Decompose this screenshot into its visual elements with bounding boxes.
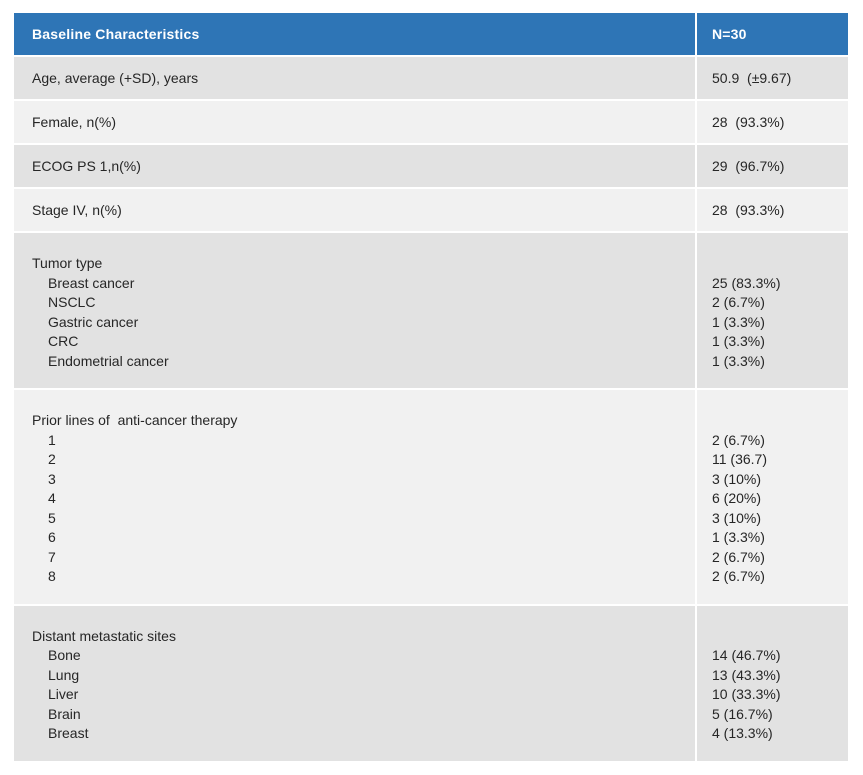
row-value-cell: 28 (93.3%) [697, 101, 848, 143]
group-item-value: 14 (46.7%) [712, 647, 781, 663]
group-item-value: 1 (3.3%) [712, 529, 765, 545]
column-divider [695, 13, 697, 55]
group-value-cell: 2 (6.7%) 11 (36.7) 3 (10%) 6 (20%) 3 (10… [697, 390, 848, 604]
row-label-cell: Age, average (+SD), years [14, 57, 695, 99]
column-divider [695, 233, 697, 388]
group-item-value: 1 (3.3%) [712, 313, 765, 330]
group-value-cell: 14 (46.7%) 13 (43.3%) 10 (33.3%) 5 (16.7… [697, 605, 848, 761]
table-title: Baseline Characteristics [32, 26, 200, 42]
group-item-label: 6 [48, 529, 56, 545]
group-item-label: Gastric cancer [48, 313, 139, 330]
group-item-value: 1 (3.3%) [712, 333, 765, 349]
group-item-label: 7 [48, 548, 56, 565]
column-divider [695, 390, 697, 604]
group-item-label: Liver [48, 686, 79, 702]
group-item-value: 2 (6.7%) [712, 568, 765, 584]
group-item-value: 10 (33.3%) [712, 686, 781, 702]
table-row-age: Age, average (+SD), years 50.9 (±9.67) [14, 57, 848, 99]
table-row-female: Female, n(%) 28 (93.3%) [14, 101, 848, 143]
group-item-label: 5 [48, 509, 56, 526]
group-label-cell: Prior lines of anti-cancer therapy 1 2 3… [14, 390, 695, 604]
group-item-label: 8 [48, 568, 56, 584]
group-item-label: 1 [48, 431, 56, 448]
row-label: Female, n(%) [32, 114, 117, 130]
row-value-cell: 28 (93.3%) [697, 189, 848, 231]
group-value-spacer [712, 254, 848, 274]
group-label: Tumor type [32, 255, 103, 271]
group-item-label: Brain [48, 705, 81, 722]
table-row-ecog: ECOG PS 1,n(%) 29 (96.7%) [14, 145, 848, 187]
group-item-value: 1 (3.3%) [712, 352, 765, 369]
group-item-value: 2 (6.7%) [712, 294, 765, 310]
group-item-label: Endometrial cancer [48, 352, 169, 369]
row-label: Age, average (+SD), years [32, 70, 199, 86]
group-item-label: Breast cancer [48, 274, 135, 291]
row-value: 29 (96.7%) [712, 158, 785, 174]
row-value-cell: 29 (96.7%) [697, 145, 848, 187]
column-divider [695, 605, 697, 761]
group-label: Prior lines of anti-cancer therapy [32, 412, 238, 428]
n-count-label: N=30 [712, 26, 747, 42]
column-divider [695, 101, 697, 143]
row-label-cell: Female, n(%) [14, 101, 695, 143]
group-value-spacer [712, 627, 848, 647]
group-item-value: 3 (10%) [712, 509, 762, 526]
group-item-label: 4 [48, 490, 56, 506]
row-value: 28 (93.3%) [712, 202, 785, 218]
group-label: Distant metastatic sites [32, 627, 176, 644]
column-divider [695, 145, 697, 187]
baseline-characteristics-table: Baseline Characteristics N=30 Age, avera… [14, 13, 848, 761]
group-item-value: 6 (20%) [712, 490, 762, 506]
group-item-value: 13 (43.3%) [712, 666, 781, 683]
row-value: 28 (93.3%) [712, 114, 785, 130]
group-item-value: 5 (16.7%) [712, 705, 773, 722]
group-item-label: Lung [48, 666, 80, 683]
row-label: ECOG PS 1,n(%) [32, 158, 141, 174]
column-divider [695, 189, 697, 231]
table-row-distant-sites: Distant metastatic sites Bone Lung Liver… [14, 605, 848, 761]
group-item-label: 3 [48, 470, 56, 487]
row-label: Stage IV, n(%) [32, 202, 122, 218]
group-label-cell: Tumor type Breast cancer NSCLC Gastric c… [14, 233, 695, 388]
table-row-stage: Stage IV, n(%) 28 (93.3%) [14, 189, 848, 231]
table-row-prior-lines: Prior lines of anti-cancer therapy 1 2 3… [14, 390, 848, 604]
group-item-value: 11 (36.7) [712, 451, 767, 467]
header-cell-n: N=30 [697, 13, 848, 55]
group-item-value: 3 (10%) [712, 470, 762, 487]
group-value-spacer [712, 411, 848, 431]
group-item-value: 4 (13.3%) [712, 725, 773, 741]
group-item-label: CRC [48, 333, 79, 349]
group-item-label: Bone [48, 647, 81, 663]
row-label-cell: Stage IV, n(%) [14, 189, 695, 231]
header-cell-characteristics: Baseline Characteristics [14, 13, 695, 55]
table-row-tumor-type: Tumor type Breast cancer NSCLC Gastric c… [14, 233, 848, 388]
column-divider [695, 57, 697, 99]
row-value: 50.9 (±9.67) [712, 70, 792, 86]
table-header-row: Baseline Characteristics N=30 [14, 13, 848, 55]
group-item-label: 2 [48, 451, 56, 467]
group-item-label: NSCLC [48, 294, 96, 310]
group-value-cell: 25 (83.3%) 2 (6.7%) 1 (3.3%) 1 (3.3%) 1 … [697, 233, 848, 388]
group-item-value: 2 (6.7%) [712, 431, 765, 448]
row-label-cell: ECOG PS 1,n(%) [14, 145, 695, 187]
row-value-cell: 50.9 (±9.67) [697, 57, 848, 99]
group-item-value: 25 (83.3%) [712, 274, 781, 291]
group-item-label: Breast [48, 725, 89, 741]
group-label-cell: Distant metastatic sites Bone Lung Liver… [14, 605, 695, 761]
group-item-value: 2 (6.7%) [712, 548, 765, 565]
